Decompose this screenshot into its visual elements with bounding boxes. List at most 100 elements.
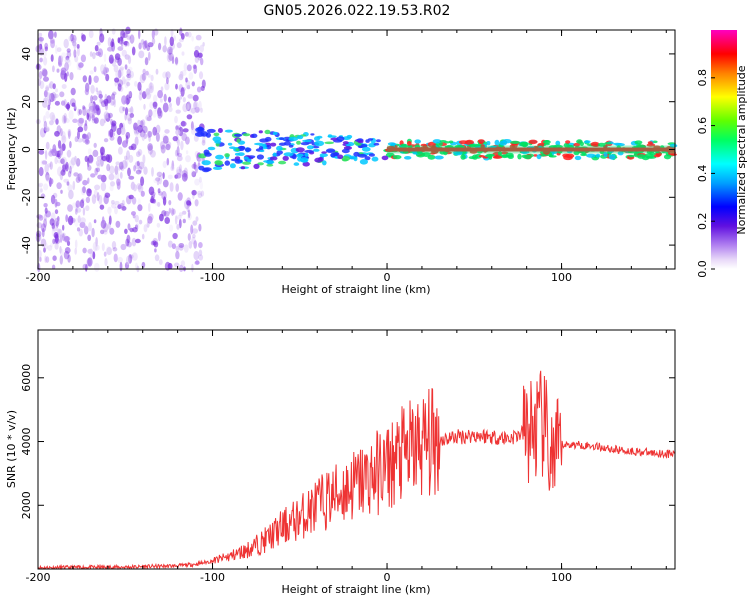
- spectrogram-cell: [152, 110, 157, 118]
- spectrogram-cell: [49, 161, 53, 170]
- spectrogram-cell: [224, 160, 231, 166]
- spectrogram-cell: [164, 261, 171, 271]
- spectrogram-cell: [103, 138, 109, 143]
- spectrogram-cell: [152, 101, 158, 110]
- spectrogram-cell: [58, 55, 62, 66]
- spectrogram-cell: [191, 163, 197, 169]
- spectrogram-cell: [190, 127, 197, 135]
- spectrogram-cell: [149, 101, 155, 109]
- spectrogram-cell: [192, 220, 198, 226]
- spectrogram-cell: [182, 210, 187, 215]
- spectrogram-cell: [79, 221, 86, 229]
- spectrogram-cell: [126, 68, 131, 76]
- spectrogram-cell: [48, 30, 54, 40]
- spectrogram-cell: [137, 124, 143, 133]
- spectrogram-cell: [137, 119, 141, 126]
- spectrogram-cell: [45, 85, 49, 92]
- spectrogram-cell: [154, 254, 160, 262]
- spectrogram-cell: [96, 41, 101, 46]
- spectrogram-cell: [205, 132, 211, 138]
- colorbar-tick-label: 0.2: [696, 212, 709, 230]
- spectrogram-cell: [191, 171, 197, 178]
- spectrogram-cell: [117, 204, 122, 210]
- spectrogram-cell: [161, 210, 167, 217]
- spectrogram-cell: [182, 97, 186, 103]
- spectrogram-cell: [342, 141, 349, 145]
- spectrogram-cell: [171, 56, 175, 65]
- spectrogram-cell: [127, 73, 132, 81]
- spectrogram-cell: [60, 169, 66, 176]
- spectrogram-cell: [147, 131, 153, 138]
- spectrogram-cell: [129, 113, 135, 118]
- spectrogram-cell: [167, 46, 173, 55]
- spectrogram-cell: [50, 54, 54, 62]
- spectrogram-cell: [537, 143, 545, 148]
- spectrogram-cell: [43, 203, 48, 208]
- spectrogram-cell: [73, 40, 77, 50]
- spectrogram-cell: [138, 219, 143, 225]
- spectrogram-cell: [149, 81, 153, 90]
- spectrogram-cell: [110, 181, 115, 187]
- y-tick-label: 0: [20, 146, 33, 153]
- spectrogram-cell: [540, 154, 546, 157]
- spectrogram-cell: [180, 33, 185, 40]
- spectrogram-cell: [72, 202, 77, 209]
- spectrogram-cell: [112, 91, 117, 96]
- spectrogram-cell: [172, 232, 178, 240]
- spectrogram-cell: [133, 122, 138, 131]
- spectrogram-cell: [80, 32, 84, 39]
- spectrogram-cell: [178, 73, 184, 81]
- spectrogram-cell: [82, 186, 86, 194]
- spectrogram-cell: [75, 200, 81, 208]
- spectrogram-cell: [373, 142, 380, 146]
- spectrogram-cell: [194, 164, 198, 174]
- spectrogram-cell: [95, 87, 99, 92]
- spectrogram-cell: [310, 133, 315, 136]
- spectrogram-cell: [321, 151, 327, 154]
- spectrogram-cell: [439, 150, 446, 155]
- spectrogram-y-label: Frequency (Hz): [5, 108, 18, 191]
- spectrogram-cell: [99, 97, 103, 104]
- spectrogram-cell: [197, 126, 204, 132]
- spectrogram-cell: [39, 256, 42, 262]
- spectrogram-cell: [128, 66, 133, 71]
- spectrogram-cell: [381, 155, 389, 161]
- spectrogram-cell: [99, 146, 105, 156]
- spectrogram-cell: [98, 89, 102, 99]
- spectrogram-cell: [215, 160, 223, 166]
- spectrogram-cell: [111, 28, 116, 35]
- spectrogram-cell: [147, 89, 152, 98]
- spectrogram-cell: [192, 228, 198, 234]
- colorbar-tick-label: 0.8: [696, 69, 709, 87]
- spectrogram-cell: [61, 114, 66, 124]
- spectrogram-cell: [472, 154, 478, 160]
- spectrogram-cell: [434, 155, 444, 160]
- spectrogram-cell: [121, 49, 128, 57]
- spectrogram-cell: [61, 156, 67, 165]
- spectrogram-cell: [191, 236, 196, 245]
- spectrogram-cell: [65, 103, 71, 110]
- spectrogram-cell: [357, 140, 364, 144]
- spectrogram-cell: [55, 88, 59, 93]
- spectrogram-cell: [39, 43, 43, 50]
- spectrogram-cell: [63, 250, 70, 260]
- spectrogram-cell: [44, 255, 47, 263]
- spectrogram-cell: [234, 156, 241, 161]
- spectrogram-cell: [94, 262, 100, 272]
- spectrogram-cell: [54, 217, 60, 227]
- spectrogram-cell: [510, 140, 521, 144]
- spectrogram-cell: [90, 173, 96, 178]
- spectrogram-cell: [108, 215, 112, 225]
- spectrogram-cell: [107, 46, 113, 52]
- spectrogram-cell: [49, 120, 54, 126]
- spectrogram-cell: [50, 39, 55, 49]
- spectrogram-cell: [157, 202, 161, 207]
- spectrogram-cell: [125, 131, 131, 139]
- spectrogram-cell: [493, 155, 503, 159]
- spectrogram-cell: [166, 52, 172, 63]
- spectrogram-cell: [96, 155, 102, 162]
- spectrogram-cell: [517, 153, 522, 160]
- spectrogram-cell: [63, 178, 70, 183]
- spectrogram-cell: [127, 42, 130, 47]
- spectrogram-cell: [175, 109, 181, 114]
